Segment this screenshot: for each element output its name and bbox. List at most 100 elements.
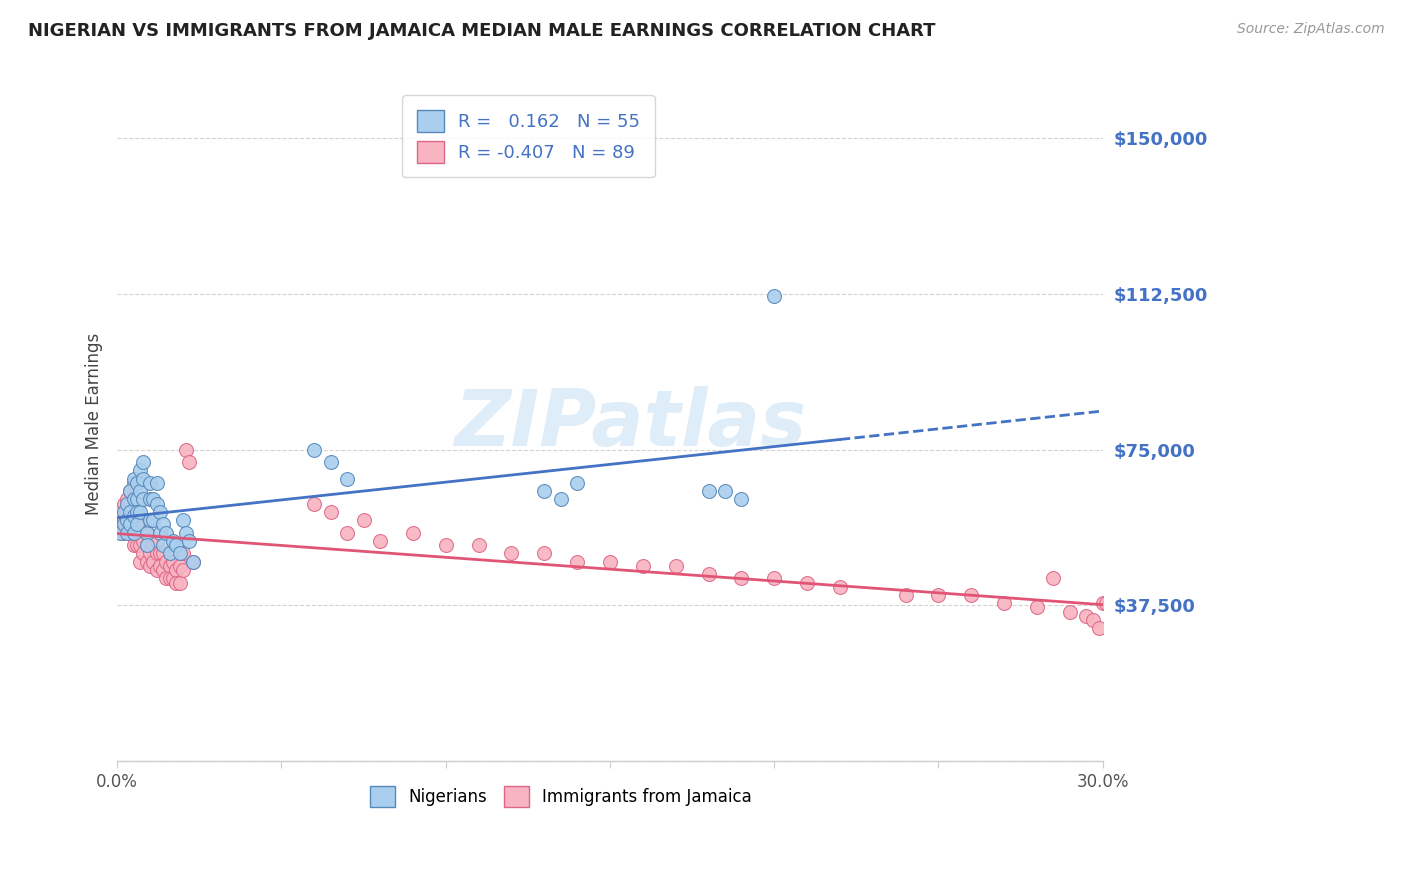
Point [336, 525, 359, 540]
Point [697, 484, 720, 499]
Point [139, 513, 162, 527]
Point [112, 513, 135, 527]
Point [149, 505, 172, 519]
Text: Source: ZipAtlas.com: Source: ZipAtlas.com [1237, 22, 1385, 37]
Point [122, 525, 145, 540]
Point [135, 525, 157, 540]
Point [165, 538, 187, 552]
Point [132, 517, 155, 532]
Point [304, 497, 326, 511]
Point [142, 538, 165, 552]
Point [122, 472, 145, 486]
Point [763, 289, 786, 303]
Point [169, 558, 191, 573]
Point [159, 571, 181, 585]
Point [467, 538, 489, 552]
Point [125, 492, 148, 507]
Point [1091, 596, 1114, 610]
Point [796, 575, 818, 590]
Point [565, 555, 588, 569]
Point [1076, 608, 1098, 623]
Point [145, 546, 167, 560]
Point [120, 497, 142, 511]
Point [115, 497, 138, 511]
Point [1088, 621, 1111, 635]
Point [894, 588, 917, 602]
Point [828, 580, 851, 594]
Point [152, 563, 174, 577]
Point [129, 484, 152, 499]
Point [565, 475, 588, 490]
Point [122, 509, 145, 524]
Point [125, 475, 148, 490]
Point [181, 555, 204, 569]
Point [145, 563, 167, 577]
Point [162, 571, 184, 585]
Point [122, 509, 145, 524]
Point [155, 555, 177, 569]
Point [142, 513, 165, 527]
Point [533, 546, 555, 560]
Point [319, 505, 342, 519]
Point [152, 538, 174, 552]
Point [169, 575, 191, 590]
Point [145, 475, 167, 490]
Point [139, 534, 162, 549]
Point [550, 492, 572, 507]
Point [145, 497, 167, 511]
Point [110, 517, 132, 532]
Point [960, 588, 983, 602]
Point [122, 492, 145, 507]
Point [115, 505, 138, 519]
Point [135, 538, 157, 552]
Point [336, 472, 359, 486]
Point [132, 546, 155, 560]
Point [1026, 600, 1049, 615]
Point [112, 505, 135, 519]
Point [115, 517, 138, 532]
Point [112, 517, 135, 532]
Point [763, 571, 786, 585]
Point [174, 525, 197, 540]
Point [155, 571, 177, 585]
Point [179, 455, 201, 469]
Point [125, 525, 148, 540]
Point [304, 442, 326, 457]
Point [139, 492, 162, 507]
Point [125, 538, 148, 552]
Point [319, 455, 342, 469]
Point [132, 534, 155, 549]
Point [179, 534, 201, 549]
Point [135, 525, 157, 540]
Point [115, 513, 138, 527]
Point [162, 555, 184, 569]
Point [129, 463, 152, 477]
Y-axis label: Median Male Earnings: Median Male Earnings [86, 333, 103, 515]
Point [120, 505, 142, 519]
Point [155, 525, 177, 540]
Point [139, 546, 162, 560]
Point [368, 534, 391, 549]
Point [112, 525, 135, 540]
Point [122, 492, 145, 507]
Point [132, 472, 155, 486]
Point [1059, 605, 1081, 619]
Point [129, 555, 152, 569]
Text: NIGERIAN VS IMMIGRANTS FROM JAMAICA MEDIAN MALE EARNINGS CORRELATION CHART: NIGERIAN VS IMMIGRANTS FROM JAMAICA MEDI… [28, 22, 935, 40]
Point [122, 525, 145, 540]
Point [115, 492, 138, 507]
Point [149, 525, 172, 540]
Point [1095, 596, 1118, 610]
Point [132, 492, 155, 507]
Point [152, 517, 174, 532]
Point [122, 538, 145, 552]
Point [174, 442, 197, 457]
Point [120, 484, 142, 499]
Point [434, 538, 457, 552]
Point [125, 513, 148, 527]
Point [353, 513, 375, 527]
Point [181, 555, 204, 569]
Point [122, 475, 145, 490]
Point [112, 497, 135, 511]
Point [120, 517, 142, 532]
